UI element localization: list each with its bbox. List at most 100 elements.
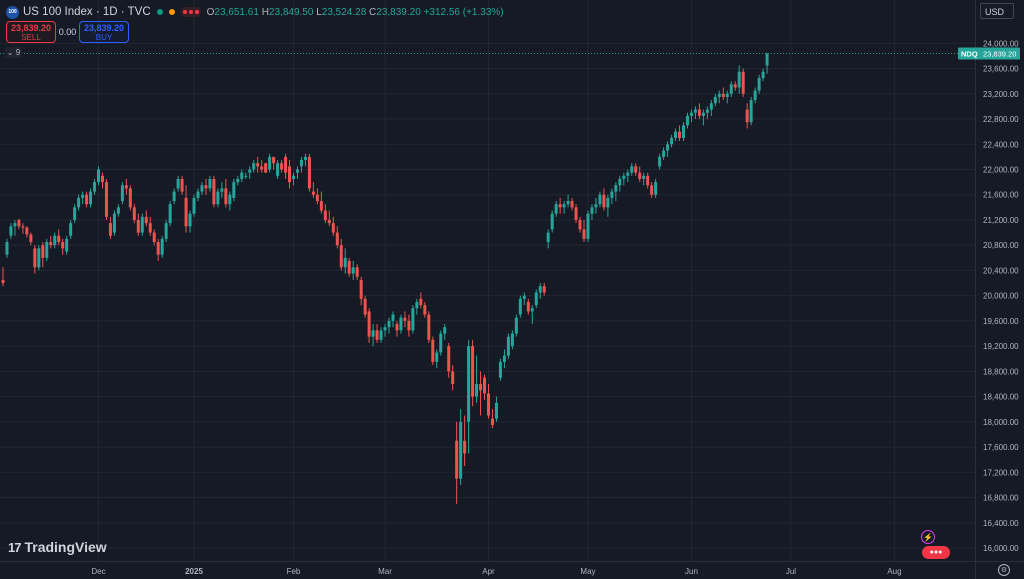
market-status-open-icon[interactable] xyxy=(156,9,163,15)
tradingview-watermark[interactable]: 17 TradingView xyxy=(8,539,107,555)
sell-button[interactable]: 23,839.20 SELL xyxy=(6,21,56,43)
candle-body xyxy=(689,112,693,116)
candle-body xyxy=(176,178,180,189)
candle-body xyxy=(522,295,526,299)
candle-body xyxy=(280,163,284,170)
candle-body xyxy=(232,182,236,198)
candle-body xyxy=(9,226,13,236)
watermark-text: TradingView xyxy=(24,539,107,555)
candle-body xyxy=(749,100,753,123)
candle-body xyxy=(419,298,423,306)
candle-body xyxy=(288,166,292,183)
candle-body xyxy=(403,317,407,321)
candle-body xyxy=(41,245,45,258)
buy-button[interactable]: 23,839.20 BUY xyxy=(79,21,129,43)
candle-body xyxy=(598,194,602,205)
candle-body xyxy=(303,156,307,161)
candle-body xyxy=(164,223,168,239)
candle-body xyxy=(97,169,101,183)
indicators-toggle-button[interactable]: ⌄ 9 xyxy=(5,47,22,58)
candle-body xyxy=(550,213,554,230)
price-axis-label: 18,000.00 xyxy=(983,418,1019,427)
candle-body xyxy=(506,336,510,356)
candle-body xyxy=(299,160,303,167)
candle-body xyxy=(451,371,455,384)
symbol-tag-label: NDQ xyxy=(961,49,978,58)
candle-body xyxy=(331,223,335,233)
low-label: L xyxy=(316,6,322,18)
price-axis-label: 21,600.00 xyxy=(983,191,1019,200)
candle-body xyxy=(89,191,93,205)
candle-body xyxy=(654,182,658,195)
symbol-legend[interactable]: 100 US 100 Index · 1D · TVC O23,651.61 H… xyxy=(6,4,504,20)
candle-body xyxy=(311,191,315,195)
candle-body xyxy=(558,204,562,208)
currency-select[interactable]: USD xyxy=(980,3,1014,19)
price-axis-label: 22,000.00 xyxy=(983,166,1019,175)
tradingview-logo-icon: 17 xyxy=(8,539,22,555)
open-value: 23,651.61 xyxy=(214,6,259,18)
candle-body xyxy=(351,267,355,274)
candle-body xyxy=(220,188,224,192)
candle-body xyxy=(29,234,33,243)
price-axis-label: 20,400.00 xyxy=(983,266,1019,275)
candle-body xyxy=(104,182,108,217)
candle-body xyxy=(319,201,323,211)
price-axis-label: 18,400.00 xyxy=(983,393,1019,402)
symbol-title[interactable]: US 100 Index · 1D · TVC xyxy=(23,6,151,18)
close-label: C xyxy=(369,6,377,18)
candle-body xyxy=(717,93,721,97)
high-label: H xyxy=(261,6,269,18)
lightning-alert-icon[interactable]: ⚡ xyxy=(921,530,935,544)
candle-body xyxy=(73,207,77,220)
events-flag-icon[interactable] xyxy=(180,7,201,17)
candle-body xyxy=(49,242,53,246)
data-status-icon[interactable] xyxy=(168,9,175,15)
candle-body xyxy=(415,301,419,309)
candle-body xyxy=(292,175,296,179)
symbol-badge-icon: 100 xyxy=(6,5,19,19)
candle-body xyxy=(642,175,646,179)
candle-body xyxy=(662,150,666,157)
candle-body xyxy=(69,223,73,236)
price-axis-label: 17,200.00 xyxy=(983,468,1019,477)
candle-body xyxy=(379,330,383,340)
candle-body xyxy=(681,125,685,138)
candle-body xyxy=(168,204,172,224)
candle-body xyxy=(184,197,188,227)
candle-body xyxy=(13,223,17,227)
candle-body xyxy=(463,440,467,454)
candle-body xyxy=(685,115,689,126)
candle-body xyxy=(566,201,570,205)
indicators-count: 9 xyxy=(15,48,21,57)
candle-body xyxy=(112,213,116,233)
candle-body xyxy=(188,213,192,227)
gear-icon[interactable]: ⚙ xyxy=(998,564,1010,576)
candle-body xyxy=(212,178,216,205)
candle-body xyxy=(268,156,272,170)
ohlc-values: O23,651.61 H23,849.50 L23,524.28 C23,839… xyxy=(207,7,504,18)
candle-body xyxy=(674,131,678,138)
candle-body xyxy=(65,238,69,252)
candle-body xyxy=(100,175,104,183)
price-axis-label: 23,200.00 xyxy=(983,90,1019,99)
time-axis-label: Feb xyxy=(287,567,301,576)
economic-events-flag-icon[interactable]: ●●● xyxy=(922,546,950,559)
candle-body xyxy=(124,185,128,189)
candle-body xyxy=(33,248,37,268)
candle-body xyxy=(21,226,25,228)
candle-body xyxy=(530,308,534,312)
candle-body xyxy=(721,93,725,97)
price-axis-label: 20,800.00 xyxy=(983,241,1019,250)
candle-body xyxy=(562,204,566,208)
candle-body xyxy=(323,210,327,220)
candle-body xyxy=(582,229,586,239)
candle-body xyxy=(709,103,713,110)
candle-body xyxy=(526,301,530,312)
candle-body xyxy=(486,393,490,416)
candle-body xyxy=(140,216,144,233)
candle-body xyxy=(228,194,232,205)
candle-body xyxy=(431,339,435,362)
candle-body xyxy=(172,191,176,202)
